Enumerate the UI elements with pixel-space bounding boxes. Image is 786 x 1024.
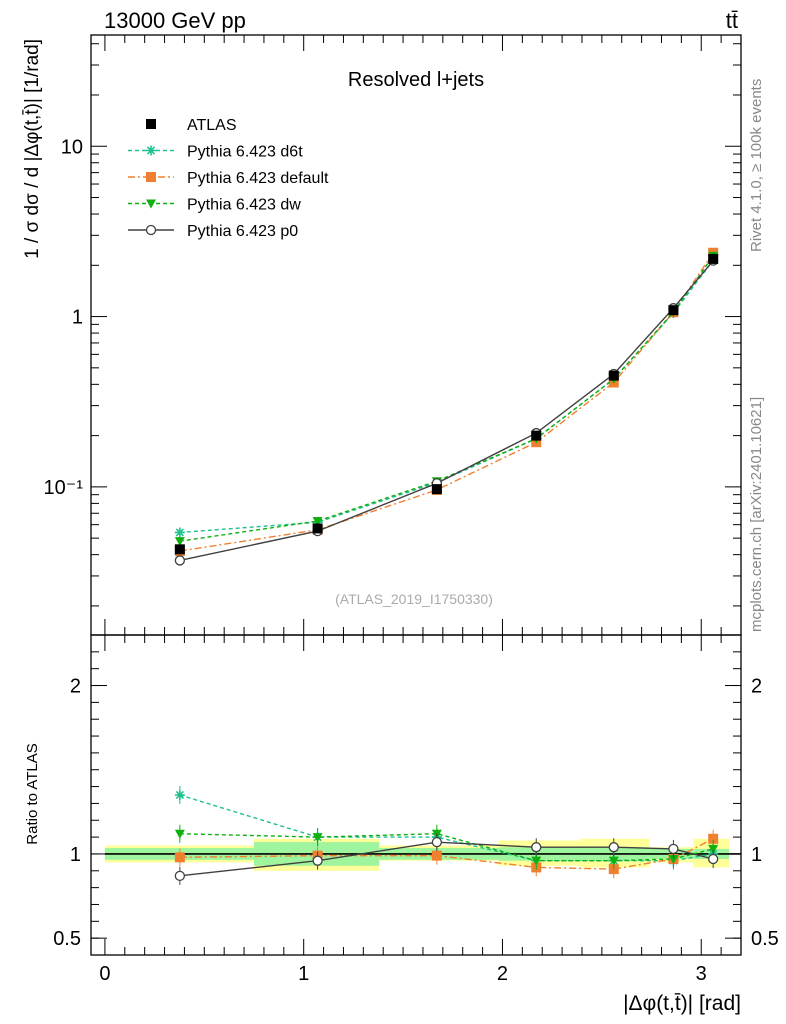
data-point bbox=[174, 544, 185, 555]
ratio-point bbox=[708, 853, 719, 865]
series-line-pythia-6-423-default bbox=[179, 252, 714, 552]
data-point bbox=[608, 370, 619, 381]
energy-label: 13000 GeV pp bbox=[104, 8, 246, 33]
ratio-y-tick-label-right: 0.5 bbox=[751, 928, 779, 950]
legend-label-pythia-6-423-p0: Pythia 6.423 p0 bbox=[187, 223, 298, 240]
ratio-y-axis-label: Ratio to ATLAS bbox=[24, 743, 41, 844]
ratio-point bbox=[174, 790, 185, 800]
ratio-point bbox=[708, 844, 719, 854]
data-point bbox=[312, 517, 323, 527]
series-line-pythia-6-423-dw bbox=[179, 255, 714, 542]
analysis-watermark: (ATLAS_2019_I1750330) bbox=[335, 591, 493, 607]
x-tick-label: 2 bbox=[497, 963, 508, 985]
ratio-point bbox=[708, 833, 719, 844]
legend-marker-pythia-6-423-dw bbox=[146, 199, 156, 209]
legend-label-pythia-6-423-dw: Pythia 6.423 dw bbox=[187, 197, 301, 214]
ratio-point bbox=[431, 837, 443, 848]
x-tick-label: 1 bbox=[298, 963, 309, 985]
ratio-point bbox=[312, 833, 323, 843]
ratio-y-tick-label-left: 2 bbox=[70, 676, 81, 698]
rivet-version-label: Rivet 4.1.0, ≥ 100k events bbox=[748, 79, 765, 252]
ratio-point bbox=[312, 855, 323, 866]
main-y-tick-label: 1 bbox=[72, 307, 83, 329]
main-y-axis-label: 1 / σ dσ / d |Δφ(t,t̄)| [1/rad] bbox=[22, 39, 43, 259]
legend-marker-atlas bbox=[146, 119, 156, 129]
legend-label-pythia-6-423-default: Pythia 6.423 default bbox=[187, 170, 329, 187]
data-point bbox=[312, 523, 323, 534]
ratio-point bbox=[608, 856, 619, 866]
series-line-pythia-6-423-d6t bbox=[179, 259, 714, 534]
legend: ATLAS Pythia 6.423 d6t Pythia 6.423 defaul… bbox=[128, 117, 329, 240]
ratio-y-tick-label-right: 2 bbox=[751, 676, 762, 698]
ratio-y-tick-label-right: 1 bbox=[751, 844, 762, 866]
data-point bbox=[531, 430, 542, 441]
ratio-point bbox=[608, 842, 619, 853]
ratio-point bbox=[531, 842, 542, 853]
x-tick-label: 3 bbox=[696, 963, 707, 985]
main-y-tick-label: 10 bbox=[61, 136, 83, 158]
data-point bbox=[708, 253, 719, 264]
legend-label-pythia-6-423-d6t: Pythia 6.423 d6t bbox=[187, 144, 303, 161]
main-y-tick-label: 10⁻¹ bbox=[44, 477, 84, 499]
main-panel: 10⁻¹ 1 10 Resolved l+jets (ATLAS_2019_I175… bbox=[22, 34, 742, 636]
ratio-point bbox=[431, 850, 442, 861]
legend-marker-pythia-6-423-p0 bbox=[145, 224, 157, 236]
ratio-point bbox=[668, 855, 679, 864]
x-axis-label: |Δφ(t,t̄)| [rad] bbox=[623, 992, 741, 1015]
mcplots-source-label: mcplots.cern.ch [arXiv:2401.10621] bbox=[748, 397, 765, 632]
legend-marker-pythia-6-423-default bbox=[146, 172, 156, 182]
ratio-point bbox=[174, 870, 186, 881]
legend-label-atlas: ATLAS bbox=[187, 117, 237, 134]
chart-title: Resolved l+jets bbox=[348, 69, 484, 91]
ratio-frame bbox=[90, 634, 742, 956]
data-point bbox=[174, 537, 185, 547]
ratio-point bbox=[174, 829, 185, 839]
x-tick-label: 0 bbox=[99, 963, 110, 985]
ratio-point bbox=[174, 852, 185, 863]
ratio-y-tick-label-left: 0.5 bbox=[53, 928, 81, 950]
legend-marker-pythia-6-423-d6t bbox=[146, 145, 156, 156]
data-point bbox=[174, 527, 185, 538]
ratio-point bbox=[668, 843, 679, 855]
ratio-y-tick-label-left: 1 bbox=[70, 844, 81, 866]
ratio-point bbox=[531, 856, 542, 866]
data-point bbox=[668, 305, 679, 316]
data-point bbox=[174, 555, 186, 566]
data-point bbox=[431, 484, 442, 495]
process-label: tt̄ bbox=[726, 8, 738, 33]
ratio-panel: 0.5 0.5 1 1 2 2 0 1 2 3 Ratio to ATLAS |Δφ(t,t̄)|… bbox=[24, 634, 779, 1015]
series-line-pythia-6-423-p0 bbox=[179, 260, 714, 562]
